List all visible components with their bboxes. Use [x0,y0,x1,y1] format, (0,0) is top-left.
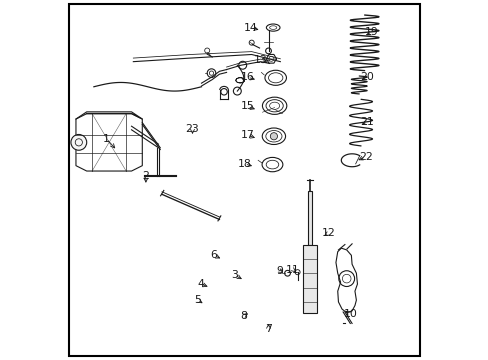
Text: 4: 4 [197,279,204,289]
Text: 5: 5 [194,295,201,305]
Text: 1: 1 [103,134,110,144]
Text: 23: 23 [185,124,199,134]
Text: 22: 22 [358,152,372,162]
Text: 16: 16 [240,72,254,82]
Bar [307,191,311,244]
Polygon shape [76,112,142,119]
Text: 6: 6 [210,250,217,260]
Text: 19: 19 [364,27,378,37]
Text: 21: 21 [360,117,374,127]
Circle shape [71,134,86,150]
Text: 11: 11 [285,265,299,275]
Text: 15: 15 [240,102,254,112]
Text: 2: 2 [142,171,149,181]
Text: 3: 3 [230,270,237,280]
Text: 13: 13 [253,55,267,65]
Text: 7: 7 [264,324,271,334]
Text: 12: 12 [321,228,335,238]
Bar [303,244,316,313]
Circle shape [270,133,277,140]
Text: 14: 14 [243,23,257,33]
Text: 17: 17 [240,130,254,140]
Text: 8: 8 [240,311,246,321]
Text: 9: 9 [276,266,283,276]
Text: 20: 20 [360,72,374,82]
Text: 10: 10 [343,310,357,319]
Text: 18: 18 [237,159,251,169]
